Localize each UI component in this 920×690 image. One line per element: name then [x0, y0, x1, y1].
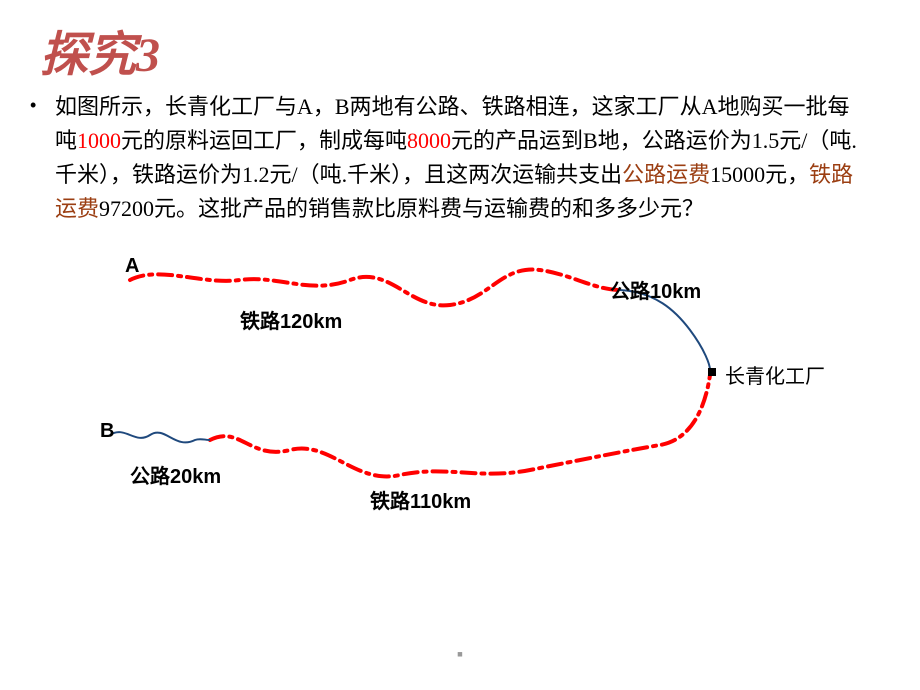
price-raw: 1000	[77, 128, 121, 153]
label-rail110: 铁路110km	[370, 485, 471, 514]
highway-fee-label: 公路运费	[622, 162, 710, 187]
factory-marker	[708, 368, 716, 376]
pin-icon: ▪	[457, 644, 463, 665]
label-b: B	[100, 420, 114, 443]
label-road20: 公路20km	[130, 460, 221, 489]
road-bottom-path	[110, 432, 210, 442]
rail-top-path	[130, 270, 620, 306]
price-product: 8000	[407, 128, 451, 153]
text-seg-4: 15000元，	[710, 162, 809, 187]
route-diagram: A B 铁路120km 铁路110km 公路10km 公路20km 长青化工厂	[100, 250, 820, 570]
text-seg-5: 97200元。这批产品的销售款比原料费与运输费的和多多少元？	[99, 196, 704, 221]
label-road10: 公路10km	[610, 275, 701, 304]
rail-bottom-path	[210, 375, 710, 476]
label-a: A	[125, 255, 139, 278]
label-rail120: 铁路120km	[240, 305, 342, 334]
slide-title: 探究3	[40, 15, 160, 85]
label-factory: 长青化工厂	[725, 360, 825, 389]
diagram-svg	[100, 250, 820, 570]
problem-text: 如图所示，长青化工厂与A，B两地有公路、铁路相连，这家工厂从A地购买一批每吨10…	[55, 90, 865, 226]
bullet-dot: •	[30, 95, 36, 116]
text-seg-2: 元的原料运回工厂，制成每吨	[121, 128, 407, 153]
